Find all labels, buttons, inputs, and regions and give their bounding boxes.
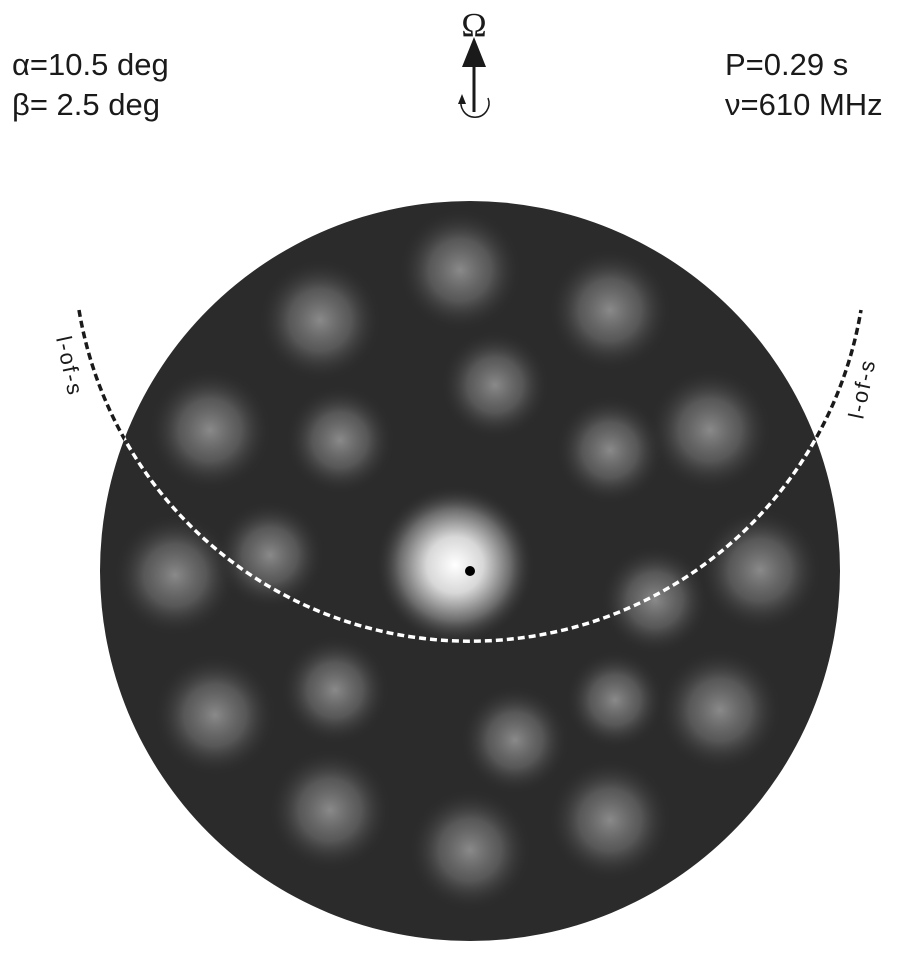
spot — [285, 385, 395, 495]
spot — [548, 758, 672, 882]
beta-label: β= 2.5 deg — [12, 87, 160, 122]
spot — [398, 208, 522, 332]
spot — [565, 650, 665, 750]
spot — [600, 545, 710, 655]
frequency-label: ν=610 MHz — [725, 87, 883, 122]
spot — [148, 368, 272, 492]
spot — [440, 330, 550, 440]
spot — [408, 788, 532, 912]
los-label-left: l-of-s — [51, 334, 88, 399]
spot — [548, 248, 672, 372]
omega-label: Ω — [461, 7, 486, 44]
alpha-label: α=10.5 deg — [12, 47, 169, 82]
spot — [113, 513, 237, 637]
spot — [268, 748, 392, 872]
spot — [153, 653, 277, 777]
magnetic-axis — [465, 566, 475, 576]
spot — [648, 368, 772, 492]
core-spot — [375, 485, 535, 645]
spot — [280, 635, 390, 745]
spot — [658, 648, 782, 772]
spot — [215, 500, 325, 610]
period-label: P=0.29 s — [725, 47, 848, 82]
spot — [555, 395, 665, 505]
spot — [698, 508, 822, 632]
spot — [460, 685, 570, 795]
spot — [258, 258, 382, 382]
beam-map — [100, 201, 840, 941]
rotation-sense-head — [458, 94, 466, 104]
figure: α=10.5 deg β= 2.5 deg P=0.29 s ν=610 MHz… — [0, 0, 923, 958]
page: α=10.5 deg β= 2.5 deg P=0.29 s ν=610 MHz… — [0, 0, 923, 958]
